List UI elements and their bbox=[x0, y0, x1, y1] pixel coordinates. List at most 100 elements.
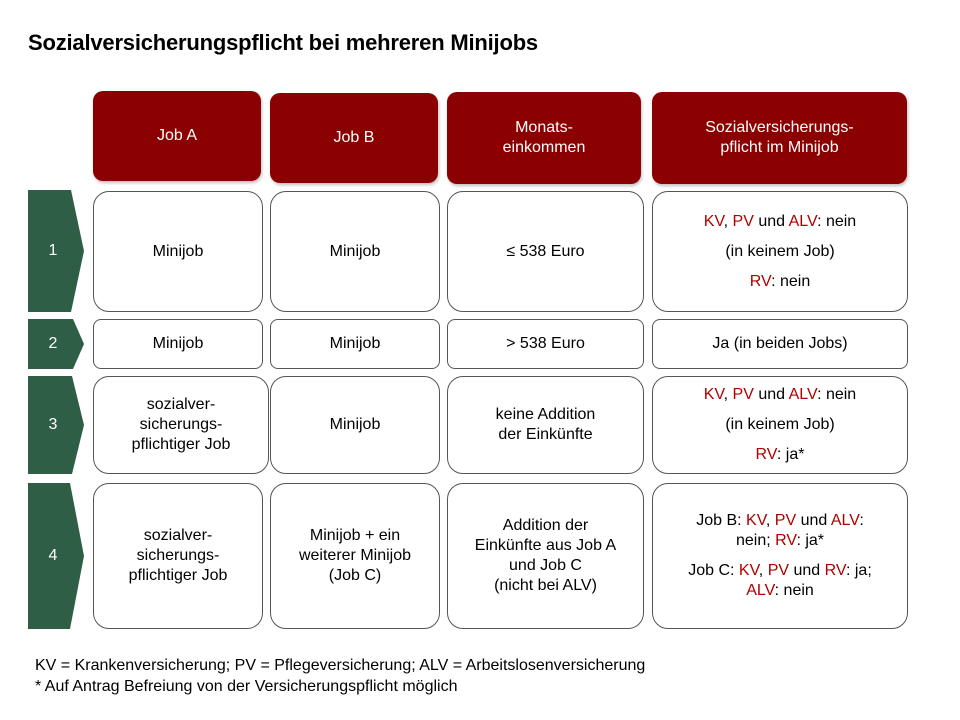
alv-label: ALV bbox=[788, 386, 818, 403]
row-4-einkommen-line1: Addition der bbox=[502, 517, 589, 534]
row-3-number: 3 bbox=[48, 416, 58, 433]
header-job-a: Job A bbox=[93, 91, 261, 181]
separator: und bbox=[753, 386, 789, 403]
row-2-pflicht: Ja (in beiden Jobs) bbox=[652, 319, 908, 369]
chevron-right-icon bbox=[28, 483, 84, 629]
pv-label: PV bbox=[774, 512, 797, 529]
row-4-pflicht-job-c-line2: ALV: nein bbox=[746, 581, 814, 601]
row-4-job-a: sozialver- sicherungs- pflichtiger Job bbox=[93, 483, 263, 629]
row-2-job-b-text: Minijob bbox=[329, 335, 381, 352]
row-4-pflicht-job-c-line1: Job C: KV, PV und RV: ja; bbox=[688, 561, 872, 581]
pv-label: PV bbox=[732, 212, 754, 230]
alv-label: ALV bbox=[830, 512, 860, 529]
row-4-einkommen: Addition der Einkünfte aus Job A und Job… bbox=[447, 483, 644, 629]
value-text: : nein bbox=[774, 582, 814, 599]
row-2-einkommen: > 538 Euro bbox=[447, 319, 644, 369]
row-4-job-a-line3: pflichtiger Job bbox=[128, 567, 228, 584]
value-text: : ja; bbox=[845, 562, 872, 579]
separator: und bbox=[789, 562, 825, 579]
row-2-einkommen-text: > 538 Euro bbox=[506, 335, 585, 352]
header-einkommen-line2: einkommen bbox=[502, 139, 586, 156]
chevron-right-icon bbox=[28, 319, 84, 369]
row-4-einkommen-line2: Einkünfte aus Job A bbox=[474, 537, 617, 554]
rv-label: RV bbox=[824, 562, 846, 579]
alv-label: ALV bbox=[746, 582, 775, 599]
row-1-job-b: Minijob bbox=[270, 191, 440, 312]
row-3-job-a-line3: pflichtiger Job bbox=[131, 436, 231, 453]
value-text: : nein bbox=[771, 272, 811, 290]
header-pflicht-line2: pflicht im Minijob bbox=[720, 139, 839, 156]
header-einkommen: Monats- einkommen bbox=[447, 92, 641, 184]
rv-label: RV bbox=[749, 272, 772, 290]
footnote-abbreviations: KV = Krankenversicherung; PV = Pflegever… bbox=[35, 657, 646, 674]
header-job-b-label: Job B bbox=[333, 129, 375, 146]
kv-label: KV bbox=[738, 562, 759, 579]
alv-label: ALV bbox=[788, 212, 818, 230]
value-text: : nein bbox=[817, 212, 857, 230]
row-3-einkommen-line2: der Einkünfte bbox=[498, 426, 593, 443]
row-4-number: 4 bbox=[48, 547, 58, 564]
row-3-job-a: sozialver- sicherungs- pflichtiger Job bbox=[93, 376, 269, 474]
row-3-pflicht-line1: KV, PV und ALV: nein bbox=[704, 380, 856, 410]
row-4-job-b: Minijob + ein weiterer Minijob (Job C) bbox=[270, 483, 440, 629]
row-3-einkommen: keine Addition der Einkünfte bbox=[447, 376, 644, 474]
row-1-job-a: Minijob bbox=[93, 191, 263, 312]
footnote-asterisk: * Auf Antrag Befreiung von der Versicher… bbox=[35, 678, 458, 695]
value-text: : nein bbox=[817, 386, 857, 403]
pv-label: PV bbox=[767, 562, 790, 579]
page-title: Sozialversicherungspflicht bei mehreren … bbox=[28, 30, 538, 55]
row-1-pflicht-line1: KV, PV und ALV: nein bbox=[704, 207, 856, 237]
row-4-arrow: 4 bbox=[28, 483, 84, 629]
chevron-right-icon bbox=[28, 190, 84, 312]
row-2-number: 2 bbox=[48, 335, 58, 352]
value-text: : ja* bbox=[776, 446, 805, 463]
separator: , bbox=[758, 562, 768, 579]
header-einkommen-line1: Monats- bbox=[515, 119, 573, 136]
row-1-pflicht-line3: RV: nein bbox=[750, 267, 810, 297]
row-1-pflicht-line2: (in keinem Job) bbox=[725, 242, 835, 260]
kv-label: KV bbox=[703, 212, 724, 230]
separator: , bbox=[723, 212, 733, 230]
row-1-pflicht: KV, PV und ALV: nein (in keinem Job) RV:… bbox=[652, 191, 908, 312]
row-1-job-a-text: Minijob bbox=[152, 242, 204, 260]
kv-label: KV bbox=[703, 386, 724, 403]
row-1-einkommen-text: ≤ 538 Euro bbox=[506, 242, 585, 260]
row-1-job-b-text: Minijob bbox=[329, 242, 381, 260]
separator: und bbox=[753, 212, 789, 230]
row-1-number: 1 bbox=[48, 242, 58, 259]
job-b-prefix: Job B: bbox=[696, 512, 747, 529]
value-text: : ja* bbox=[796, 532, 825, 549]
row-3-job-a-line2: sicherungs- bbox=[139, 416, 223, 433]
header-pflicht: Sozialversicherungs- pflicht im Minijob bbox=[652, 92, 907, 184]
header-job-b: Job B bbox=[270, 93, 438, 183]
row-4-pflicht-job-b-line1: Job B: KV, PV und ALV: bbox=[696, 511, 864, 531]
row-4-pflicht-job-b-line2: nein; RV: ja* bbox=[736, 531, 824, 551]
kv-label: KV bbox=[746, 512, 766, 529]
row-1-arrow: 1 bbox=[28, 190, 84, 312]
header-pflicht-line1: Sozialversicherungs- bbox=[705, 119, 854, 136]
row-4-job-a-line2: sicherungs- bbox=[136, 547, 220, 564]
row-2-job-a: Minijob bbox=[93, 319, 263, 369]
row-3-pflicht: KV, PV und ALV: nein (in keinem Job) RV:… bbox=[652, 376, 908, 474]
row-3-einkommen-line1: keine Addition bbox=[495, 406, 596, 423]
row-3-pflicht-line2: (in keinem Job) bbox=[725, 416, 835, 433]
pv-label: PV bbox=[732, 386, 754, 403]
row-4-job-b-line3: (Job C) bbox=[328, 567, 382, 584]
row-3-pflicht-line3: RV: ja* bbox=[756, 440, 805, 470]
rv-label: RV bbox=[755, 446, 777, 463]
header-job-a-label: Job A bbox=[156, 127, 198, 144]
row-4-pflicht: Job B: KV, PV und ALV: nein; RV: ja* Job… bbox=[652, 483, 908, 629]
job-c-prefix: Job C: bbox=[688, 562, 739, 579]
rv-label: RV bbox=[775, 532, 797, 549]
row-2-arrow: 2 bbox=[28, 319, 84, 369]
row-3-job-b-text: Minijob bbox=[329, 416, 381, 433]
row-3-job-a-line1: sozialver- bbox=[146, 396, 216, 413]
row-4-job-b-line1: Minijob + ein bbox=[309, 527, 401, 544]
value-text: nein; bbox=[735, 532, 776, 549]
separator: , bbox=[765, 512, 775, 529]
row-4-einkommen-line3: und Job C bbox=[509, 557, 582, 574]
row-2-job-a-text: Minijob bbox=[152, 335, 204, 352]
row-2-pflicht-text: Ja (in beiden Jobs) bbox=[712, 335, 848, 352]
row-4-job-a-line1: sozialver- bbox=[143, 527, 213, 544]
row-3-job-b: Minijob bbox=[270, 376, 440, 474]
